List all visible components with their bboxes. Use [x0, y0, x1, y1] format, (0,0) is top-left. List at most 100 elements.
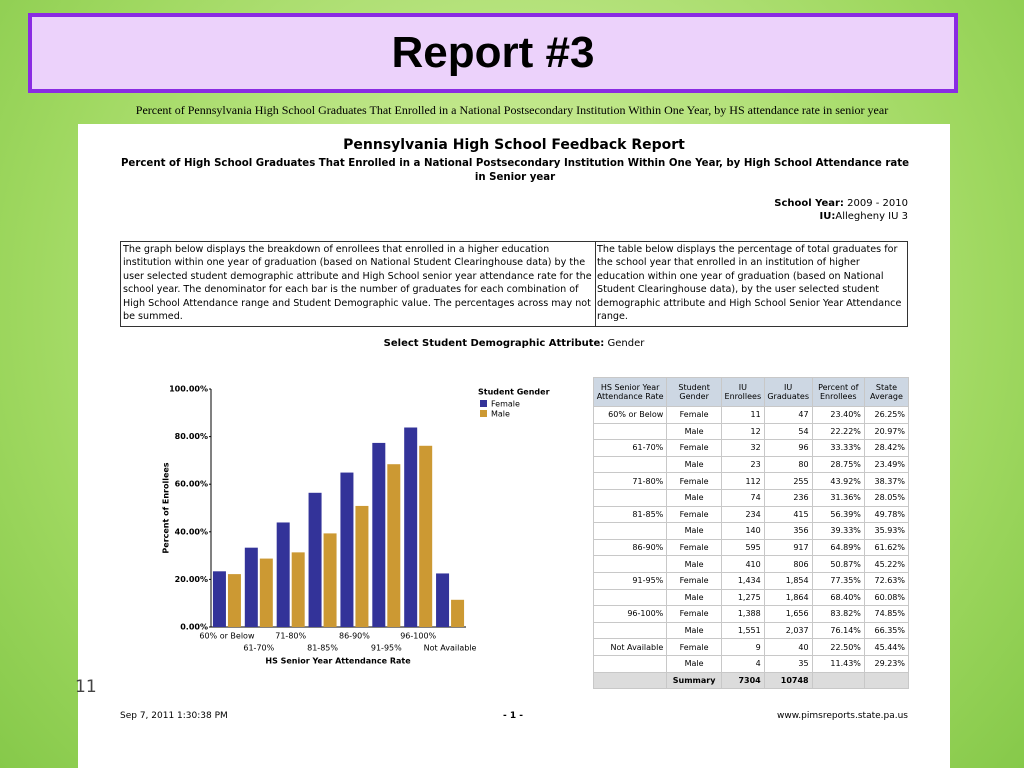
cell: 22.22% [811, 422, 865, 441]
table-row: Male 74 236 31.36% 28.05% [592, 488, 910, 507]
bar [436, 573, 450, 627]
cell: 32 [720, 439, 765, 457]
legend-swatch [480, 410, 487, 417]
x-tick-label: 86-90% [339, 632, 370, 641]
cell [592, 654, 668, 673]
cell: Female [666, 605, 722, 623]
legend-title: Student Gender [478, 388, 550, 397]
header-row: HS Senior Year Attendance Rate Student Ge… [592, 377, 910, 407]
cell [811, 671, 865, 690]
cell: 86-90% [592, 538, 668, 557]
cell: 45.44% [863, 638, 910, 656]
table-row: Male 1,551 2,037 76.14% 66.35% [592, 621, 910, 640]
x-tick-label: 71-80% [275, 632, 306, 641]
x-tick-label: 61-70% [243, 644, 274, 653]
label: Select Student Demographic Attribute: [383, 338, 605, 349]
cell: 9 [720, 638, 765, 656]
slide-number: 11 [75, 677, 97, 697]
right-note: The table below displays the percentage … [595, 241, 908, 327]
bar [212, 571, 226, 627]
cell: 50.87% [811, 555, 865, 573]
cell: 356 [763, 522, 813, 540]
cell: 76.14% [811, 621, 865, 640]
summary-row: Summary 7304 10748 [592, 671, 910, 690]
cell: 1,551 [720, 621, 765, 640]
table-row: Male 140 356 39.33% 35.93% [592, 522, 910, 540]
cell: Male [666, 488, 722, 507]
cell: 917 [763, 538, 813, 557]
x-axis-title: HS Senior Year Attendance Rate [265, 657, 411, 666]
table-row: Not Available Female 9 40 22.50% 45.44% [592, 638, 910, 656]
slide-caption: Percent of Pennsylvania High School Grad… [135, 103, 889, 117]
cell: Male [666, 588, 722, 607]
bar [323, 533, 337, 627]
value: Allegheny IU 3 [835, 211, 908, 222]
table-row: 86-90% Female 595 917 64.89% 61.62% [592, 538, 910, 557]
cell: 1,864 [763, 588, 813, 607]
cell: 26.25% [863, 406, 910, 424]
cell: Female [666, 538, 722, 557]
table-row: 81-85% Female 234 415 56.39% 49.78% [592, 505, 910, 524]
cell: Female [666, 571, 722, 590]
header-cell: IU Enrollees [720, 377, 765, 407]
cell: 2,037 [763, 621, 813, 640]
footer-date: Sep 7, 2011 1:30:38 PM [120, 711, 228, 721]
cell: Male [666, 455, 722, 474]
y-tick-label: 40.00% [175, 527, 208, 536]
cell: Male [666, 555, 722, 573]
label: School Year: [774, 198, 844, 209]
cell: 28.75% [811, 455, 865, 474]
table-row: Male 410 806 50.87% 45.22% [592, 555, 910, 573]
cell: 140 [720, 522, 765, 540]
left-note: The graph below displays the breakdown o… [120, 241, 596, 327]
cell: 60.08% [863, 588, 910, 607]
cell: 68.40% [811, 588, 865, 607]
cell: 64.89% [811, 538, 865, 557]
cell: 60% or Below [592, 406, 668, 424]
cell: 28.05% [863, 488, 910, 507]
cell: Male [666, 422, 722, 441]
cell: 81-85% [592, 505, 668, 524]
report-title: Pennsylvania High School Feedback Report [343, 137, 685, 153]
table-row: Male 12 54 22.22% 20.97% [592, 422, 910, 441]
cell: 28.42% [863, 439, 910, 457]
cell [592, 455, 668, 474]
y-tick-label: 0.00% [180, 623, 208, 632]
cell: 39.33% [811, 522, 865, 540]
cell: 31.36% [811, 488, 865, 507]
cell: 77.35% [811, 571, 865, 590]
cell: 22.50% [811, 638, 865, 656]
cell [592, 422, 668, 441]
cell: 236 [763, 488, 813, 507]
cell: Female [666, 406, 722, 424]
cell: 806 [763, 555, 813, 573]
bar [291, 552, 305, 627]
cell: Male [666, 522, 722, 540]
cell [592, 522, 668, 540]
cell: Female [666, 472, 722, 490]
cell: Not Available [592, 638, 668, 656]
bar [404, 427, 418, 627]
slide-title: Report #3 [28, 13, 958, 93]
cell: 35.93% [863, 522, 910, 540]
cell: 40 [763, 638, 813, 656]
cell: 234 [720, 505, 765, 524]
bar [259, 558, 273, 627]
bar [355, 505, 369, 627]
header-cell: HS Senior Year Attendance Rate [592, 377, 668, 407]
header-cell: Percent of Enrollees [811, 377, 865, 407]
x-tick-label: Not Available [424, 644, 477, 653]
cell: 12 [720, 422, 765, 441]
cell [592, 488, 668, 507]
cell: 1,388 [720, 605, 765, 623]
value: 2009 - 2010 [847, 198, 908, 209]
cell: 35 [763, 654, 813, 673]
cell: 11.43% [811, 654, 865, 673]
cell: 74 [720, 488, 765, 507]
cell: 1,434 [720, 571, 765, 590]
cell [592, 588, 668, 607]
cell: 74.85% [863, 605, 910, 623]
cell: 1,854 [763, 571, 813, 590]
